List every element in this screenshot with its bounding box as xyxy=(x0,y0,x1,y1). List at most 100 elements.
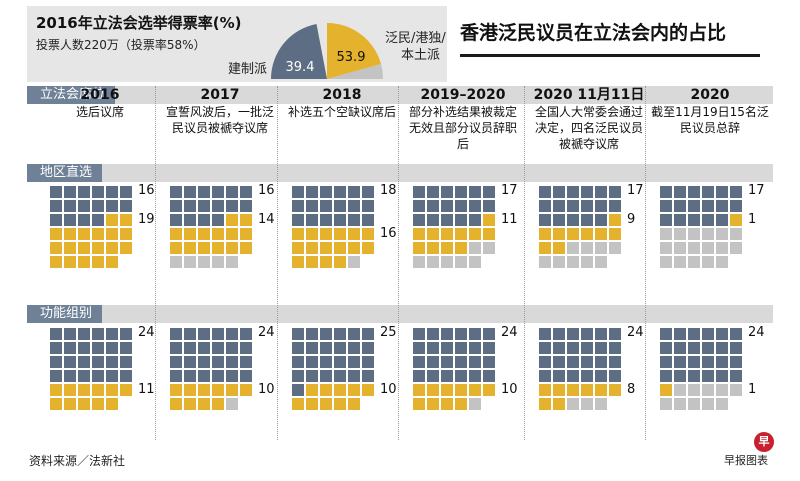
vacant-seat xyxy=(581,242,593,254)
pro-democracy-seat xyxy=(78,398,90,410)
vacant-seat xyxy=(674,228,686,240)
pro-establishment-seat xyxy=(595,342,607,354)
pro-establishment-seat xyxy=(455,342,467,354)
pro-establishment-seat xyxy=(539,328,551,340)
pro-democracy-seat xyxy=(78,228,90,240)
pro-democracy-seat xyxy=(595,384,607,396)
pro-establishment-seat xyxy=(660,214,672,226)
zaobao-logo: 早 xyxy=(754,432,774,452)
column-header-1: 2016 选后议席 xyxy=(41,86,159,120)
chart-credit: 早报图表 xyxy=(724,454,768,467)
pro-democracy-seat xyxy=(539,228,551,240)
pro-establishment-seat xyxy=(50,186,62,198)
pro-democracy-seat xyxy=(292,228,304,240)
pro-democracy-seat xyxy=(106,228,118,240)
pro-establishment-seat xyxy=(660,342,672,354)
pro-establishment-seat xyxy=(609,370,621,382)
pro-democracy-seat xyxy=(320,398,332,410)
pro-establishment-seat xyxy=(702,214,714,226)
pro-establishment-seat xyxy=(413,370,425,382)
func-pro-count-6: 24 xyxy=(748,325,765,340)
func-dem-count-4: 10 xyxy=(501,382,518,397)
vacant-seat xyxy=(567,398,579,410)
pro-establishment-seat xyxy=(306,186,318,198)
func-seat-grid-6 xyxy=(660,328,742,410)
pro-establishment-seat xyxy=(455,214,467,226)
pro-democracy-seat xyxy=(334,228,346,240)
pro-establishment-seat xyxy=(184,328,196,340)
pro-establishment-seat xyxy=(170,200,182,212)
func-section-bar: 功能组别 xyxy=(27,305,773,323)
pro-establishment-seat xyxy=(240,200,252,212)
pro-establishment-seat xyxy=(226,370,238,382)
pro-establishment-seat xyxy=(198,356,210,368)
pro-democracy-seat xyxy=(64,256,76,268)
pro-establishment-seat xyxy=(106,186,118,198)
pro-establishment-seat xyxy=(730,342,742,354)
geo-dem-count-6: 1 xyxy=(748,212,757,227)
pro-establishment-seat xyxy=(702,200,714,212)
pro-establishment-seat xyxy=(198,342,210,354)
vacant-seat xyxy=(581,256,593,268)
pro-democracy-seat xyxy=(212,398,224,410)
pro-establishment-seat xyxy=(50,200,62,212)
pro-establishment-seat xyxy=(362,356,374,368)
pro-establishment-seat xyxy=(92,186,104,198)
pro-democracy-seat xyxy=(240,384,252,396)
vacant-seat xyxy=(702,398,714,410)
pro-democracy-seat xyxy=(553,242,565,254)
pro-establishment-seat xyxy=(702,328,714,340)
pro-establishment-seat xyxy=(567,186,579,198)
pro-democracy-seat xyxy=(50,242,62,254)
pro-democracy-seat xyxy=(483,214,495,226)
pro-establishment-seat xyxy=(92,342,104,354)
pro-establishment-seat xyxy=(292,356,304,368)
pro-establishment-seat xyxy=(674,370,686,382)
pro-democracy-seat xyxy=(78,384,90,396)
pro-establishment-seat xyxy=(716,342,728,354)
pro-establishment-seat xyxy=(50,356,62,368)
pro-establishment-seat xyxy=(184,342,196,354)
geo-seat-grid-4 xyxy=(413,186,495,268)
pro-establishment-seat xyxy=(595,370,607,382)
pro-establishment-seat xyxy=(320,342,332,354)
pro-establishment-seat xyxy=(212,214,224,226)
geo-pro-count-6: 17 xyxy=(748,183,765,198)
dem-camp-label-line1: 泛民/港独/ xyxy=(385,31,446,46)
pro-democracy-seat xyxy=(170,384,182,396)
pro-democracy-seat xyxy=(553,398,565,410)
pro-establishment-seat xyxy=(674,186,686,198)
pro-democracy-seat xyxy=(427,228,439,240)
column-header-4: 2019–2020 部分补选结果被裁定无效且部分议员辞职后 xyxy=(404,86,522,152)
pro-democracy-seat xyxy=(441,242,453,254)
pro-democracy-seat xyxy=(539,242,551,254)
pro-establishment-seat xyxy=(64,342,76,354)
func-pro-count-4: 24 xyxy=(501,325,518,340)
pro-democracy-seat xyxy=(198,228,210,240)
pro-establishment-seat xyxy=(609,356,621,368)
geo-pro-count-2: 16 xyxy=(258,183,275,198)
func-seat-grid-2 xyxy=(170,328,252,410)
pro-establishment-seat xyxy=(688,370,700,382)
pro-establishment-seat xyxy=(64,370,76,382)
pro-democracy-seat xyxy=(226,242,238,254)
pro-establishment-seat xyxy=(78,200,90,212)
vacant-seat xyxy=(660,242,672,254)
dem-camp-label-line2: 本土派 xyxy=(401,48,441,63)
pro-establishment-seat xyxy=(427,214,439,226)
pro-establishment-seat xyxy=(716,214,728,226)
pro-democracy-seat xyxy=(539,384,551,396)
pro-establishment-seat xyxy=(120,200,132,212)
pro-democracy-seat xyxy=(226,214,238,226)
pro-establishment-seat xyxy=(688,214,700,226)
pro-establishment-seat xyxy=(483,200,495,212)
pro-democracy-seat xyxy=(441,384,453,396)
pro-establishment-seat xyxy=(553,342,565,354)
pro-democracy-seat xyxy=(50,256,62,268)
vacant-seat xyxy=(198,256,210,268)
pro-establishment-seat xyxy=(595,200,607,212)
pro-establishment-seat xyxy=(413,328,425,340)
pro-establishment-seat xyxy=(320,356,332,368)
pro-establishment-seat xyxy=(292,214,304,226)
vacant-seat xyxy=(595,256,607,268)
